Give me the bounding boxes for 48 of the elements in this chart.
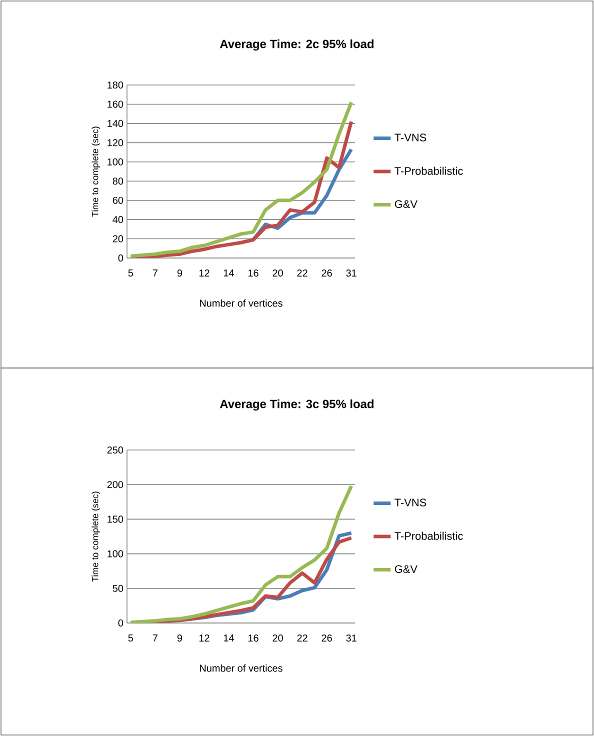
x-tick-label: 26 [322,634,332,642]
y-tick-label: 50 [112,584,124,592]
x-axis-title: Number of vertices [200,299,282,307]
y-tick-label: 200 [107,481,124,488]
x-tick-label: 9 [177,634,182,642]
x-axis-title: Number of vertices [200,664,282,672]
legend-label: T-Probabilistic [394,532,463,540]
y-tick-label: 40 [112,216,124,224]
x-tick-label: 7 [152,634,158,642]
x-tick-label: 12 [199,634,210,642]
y-tick-label: 0 [118,254,124,262]
chart-title: Average Time: 3c 95% load [220,399,374,411]
x-tick-label: 20 [272,270,283,277]
x-tick-label: 31 [346,270,356,277]
y-axis-title: Time to complete (sec) [92,126,100,217]
y-tick-label: 180 [108,81,124,89]
legend-label: T-Probabilistic [394,166,463,175]
x-tick-label: 5 [128,270,134,276]
legend-label: G&V [394,565,418,573]
x-tick-label: 22 [297,634,308,642]
x-tick-label: 20 [272,634,283,642]
x-tick-label: 14 [224,634,234,642]
y-tick-label: 120 [108,139,124,146]
x-tick-label: 16 [248,270,258,277]
x-tick-label: 7 [152,270,158,276]
legend-label: T-VNS [394,134,426,142]
x-tick-label: 31 [346,634,356,642]
x-tick-label: 5 [128,634,134,642]
x-tick-label: 22 [297,270,308,276]
y-tick-label: 150 [108,516,124,523]
x-tick-label: 26 [322,270,332,277]
y-tick-label: 140 [108,120,124,127]
y-tick-label: 250 [107,446,124,454]
x-tick-label: 12 [199,270,210,276]
y-tick-label: 80 [112,178,124,185]
y-tick-label: 100 [108,550,124,558]
chart-title: Average Time: 2c 95% load [220,39,374,51]
y-tick-label: 160 [108,100,124,108]
legend-label: G&V [394,200,418,208]
y-axis-title: Time to complete (sec) [92,492,100,582]
x-tick-label: 9 [177,270,182,277]
y-tick-label: 20 [112,235,124,242]
legend-label: T-VNS [394,498,426,506]
x-tick-label: 14 [224,270,234,276]
y-tick-label: 60 [112,196,124,204]
x-tick-label: 16 [248,634,258,642]
y-tick-label: 100 [108,158,124,166]
y-tick-label: 0 [118,619,124,627]
